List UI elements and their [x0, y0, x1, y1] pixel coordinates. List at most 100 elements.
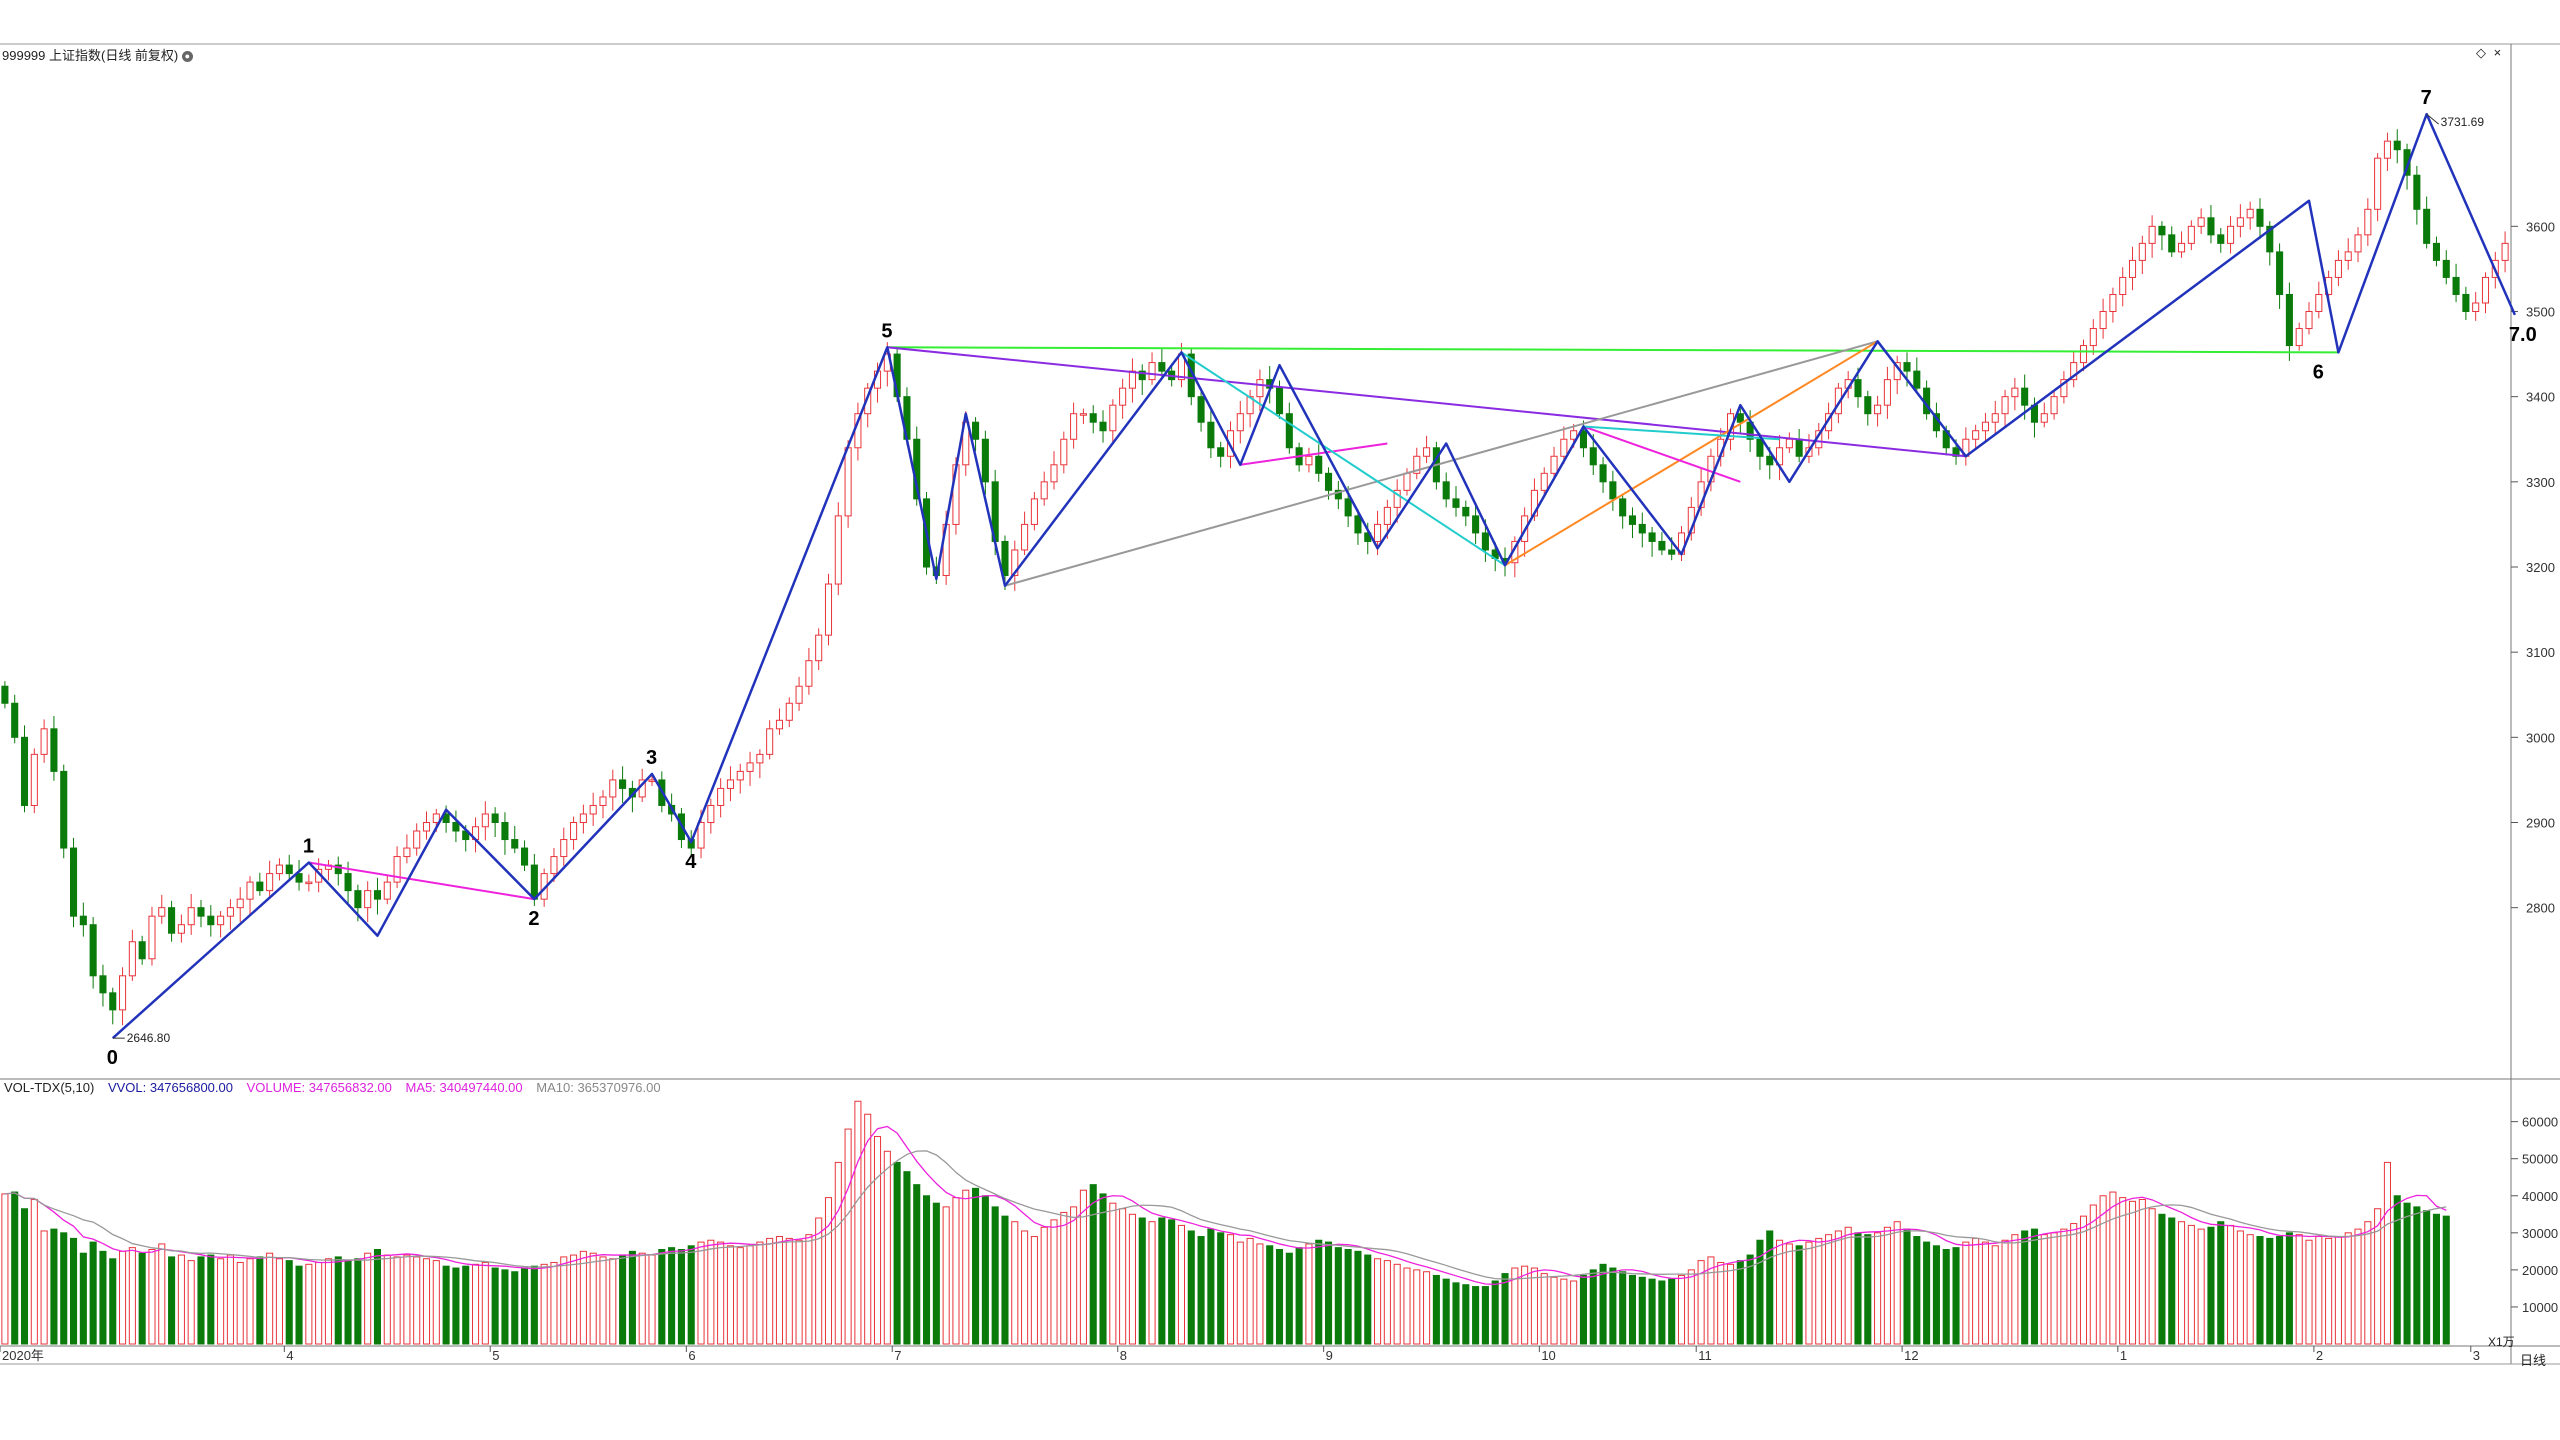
- candle-up: [393, 856, 401, 883]
- volume-bar-down: [2285, 1232, 2293, 1345]
- volume-bars: [1, 1100, 2450, 1345]
- volume-bar-down: [628, 1250, 636, 1345]
- volume-bar-down: [138, 1252, 146, 1345]
- price-tick-label: 3200: [2526, 560, 2555, 575]
- wave-labels: 0 1 2 3 4 5 6 7 7.0 2646.80 3731.69: [107, 87, 2537, 1069]
- candle-down: [1324, 472, 1333, 491]
- volume-bar-up: [1825, 1234, 1833, 1345]
- volume-bar-up: [119, 1250, 127, 1345]
- volume-bar-up: [1991, 1245, 1999, 1345]
- volume-bar-down: [1266, 1245, 1274, 1345]
- volume-bar-up: [1050, 1219, 1058, 1345]
- candle-up: [2178, 242, 2186, 253]
- candle-up: [226, 907, 234, 917]
- volume-bar-up: [1834, 1230, 1842, 1345]
- volume-indicator-name[interactable]: VOL-TDX(5,10): [4, 1080, 95, 1095]
- date-tick-label: 10: [1541, 1348, 1555, 1363]
- volume-bar-down: [2168, 1217, 2176, 1345]
- volume-bar-down: [1481, 1286, 1489, 1345]
- volume-bar-down: [1491, 1280, 1499, 1345]
- volume-bar-down: [2423, 1210, 2431, 1345]
- volume-bar-up: [1874, 1232, 1882, 1345]
- volume-bar-up: [736, 1247, 744, 1345]
- price-tick-label: 3400: [2526, 390, 2555, 405]
- candle-up: [2109, 293, 2117, 313]
- volume-bar-up: [1040, 1226, 1048, 1345]
- volume-bar-down: [442, 1265, 450, 1345]
- price-tick-label: 2900: [2526, 816, 2555, 831]
- candle-up: [413, 830, 421, 849]
- volume-bar-down: [2403, 1202, 2411, 1345]
- high-value-label: 3731.69: [2441, 115, 2485, 129]
- candle-up: [30, 753, 38, 806]
- volume-bar-up: [560, 1256, 568, 1345]
- candle-up: [2334, 259, 2342, 278]
- diamond-icon[interactable]: ◇: [2476, 45, 2486, 60]
- volume-bar-up: [2364, 1221, 2372, 1345]
- volume-bar-down: [1187, 1230, 1195, 1345]
- candle-up: [1883, 379, 1891, 406]
- volume-bar-up: [1687, 1269, 1695, 1345]
- volume-bar-up: [2089, 1204, 2097, 1345]
- trend-line-purple: [887, 346, 1966, 458]
- ma5-value: MA5: 340497440.00: [405, 1080, 523, 1095]
- volume-tick-label: 10000: [2522, 1300, 2558, 1315]
- date-tick-label: 8: [1120, 1348, 1127, 1363]
- date-tick-label: 1: [2120, 1348, 2127, 1363]
- candle-down: [20, 736, 29, 806]
- volume-bar-up: [1550, 1276, 1558, 1345]
- volume-bar-up: [2295, 1234, 2303, 1345]
- volume-bar-down: [99, 1250, 107, 1345]
- candle-up: [1305, 455, 1313, 466]
- candle-up: [1011, 549, 1019, 577]
- candle-down: [511, 839, 519, 849]
- candle-up: [2197, 217, 2205, 227]
- candle-up: [824, 583, 833, 636]
- price-tick-label: 2800: [2526, 901, 2555, 916]
- volume-bar-up: [2070, 1223, 2078, 1345]
- volume-bar-up: [599, 1256, 607, 1345]
- volume-bar-down: [1334, 1247, 1342, 1345]
- chart-title-text: 999999 上证指数(日线 前复权): [2, 48, 179, 63]
- candle-down: [1619, 498, 1627, 517]
- candle-up: [1874, 404, 1882, 415]
- candle-down: [50, 728, 58, 772]
- volume-bar-down: [1589, 1269, 1597, 1345]
- candle-up: [599, 796, 607, 806]
- candle-down: [1442, 481, 1450, 500]
- volume-bar-down: [2276, 1236, 2284, 1345]
- candle-up: [275, 864, 283, 875]
- candle-down: [295, 873, 303, 883]
- volume-bar-up: [2119, 1197, 2127, 1345]
- volume-bar-down: [197, 1256, 205, 1345]
- wave-label-6: 6: [2313, 361, 2324, 383]
- close-icon[interactable]: ×: [2493, 45, 2502, 60]
- price-tick-label: 3100: [2526, 645, 2555, 660]
- candle-down: [972, 421, 980, 440]
- wave-line: [111, 112, 2517, 1040]
- volume-bar-down: [1854, 1232, 1862, 1345]
- candle-down: [1756, 438, 1764, 457]
- volume-bar-up: [1393, 1263, 1401, 1345]
- candle-up: [383, 881, 391, 900]
- volume-bar-down: [1579, 1274, 1587, 1345]
- period-label[interactable]: 日线: [2520, 1353, 2547, 1368]
- candle-up: [1109, 404, 1117, 432]
- candle-up: [1530, 489, 1538, 517]
- candle-up: [2344, 251, 2352, 261]
- volume-bar-up: [2227, 1224, 2235, 1345]
- candle-down: [89, 924, 97, 977]
- volume-bar-up: [40, 1230, 48, 1345]
- wave-label-7-0: 7.0: [2509, 324, 2537, 346]
- settings-icon[interactable]: ●: [181, 51, 193, 63]
- candle-down: [11, 702, 19, 738]
- volume-bar-up: [383, 1254, 391, 1345]
- volume-bar-up: [805, 1234, 813, 1345]
- candle-down: [138, 941, 146, 960]
- volume-bar-down: [1354, 1250, 1362, 1345]
- volume-bar-up: [422, 1258, 431, 1345]
- candle-down: [2285, 293, 2293, 347]
- date-tick-label: 11: [1698, 1348, 1712, 1363]
- candle-down: [2452, 276, 2460, 295]
